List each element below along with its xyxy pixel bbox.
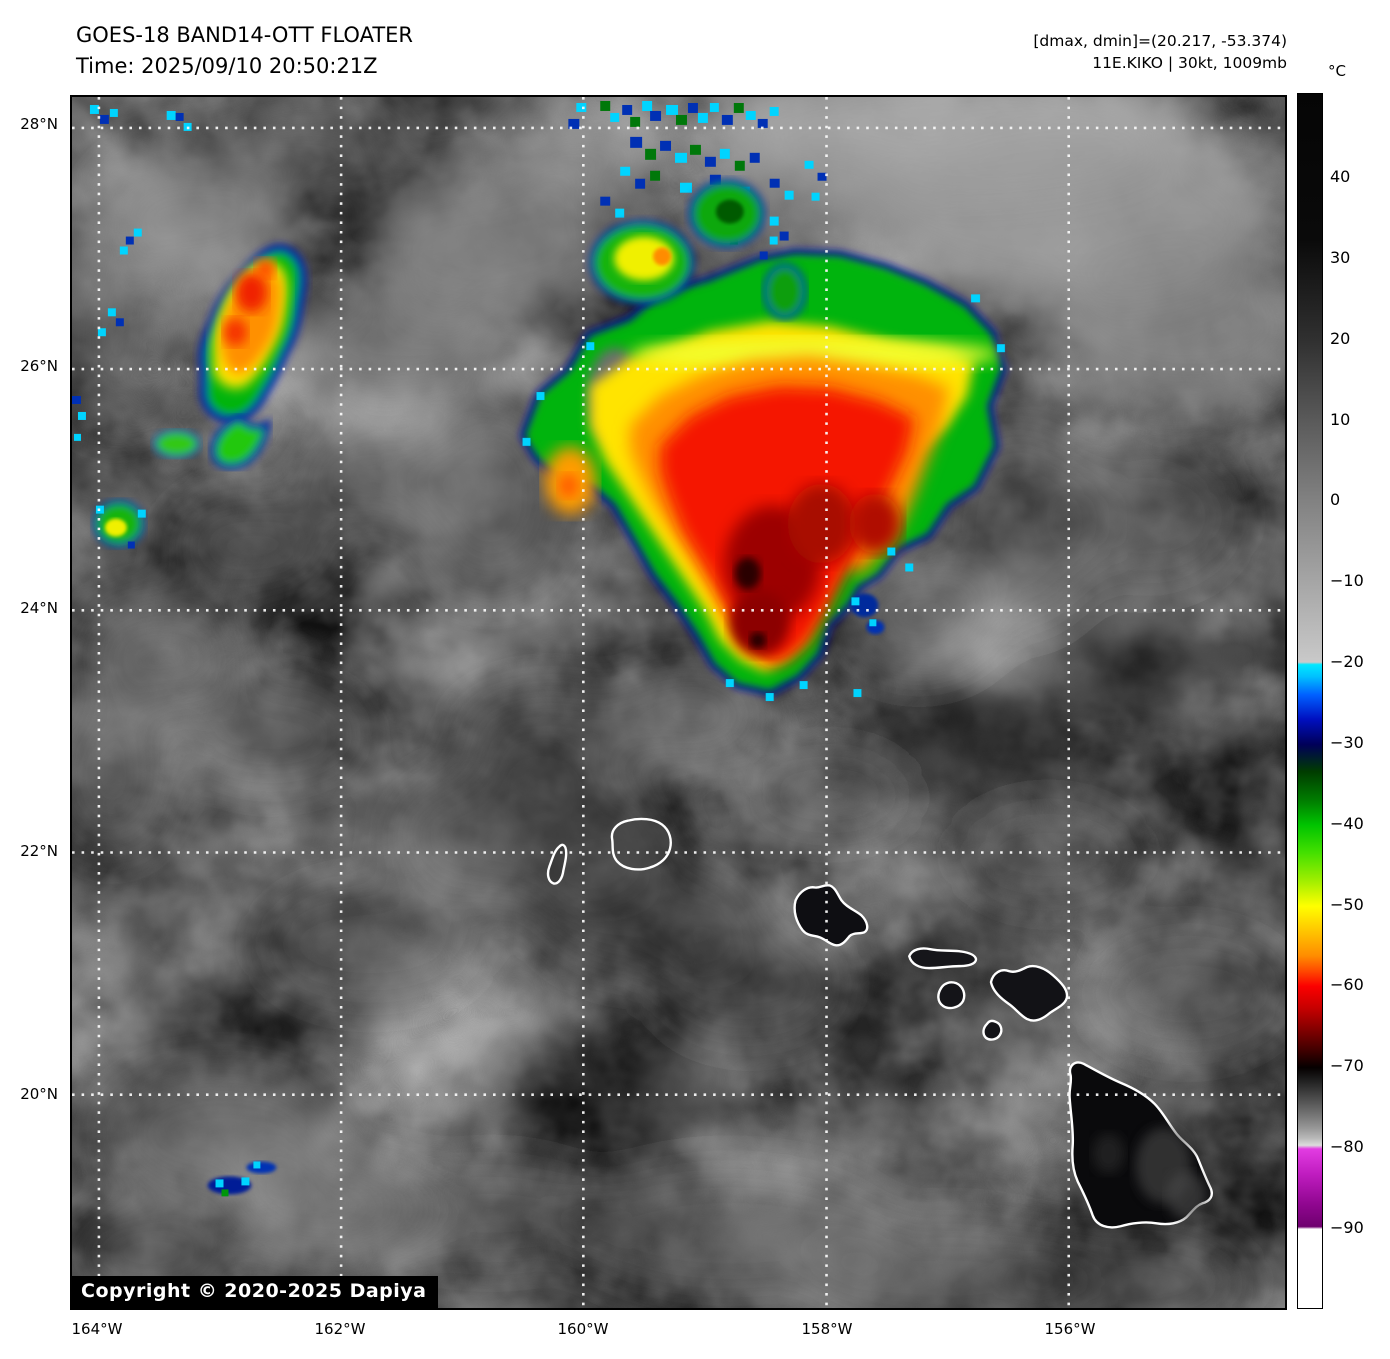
lat-tick-label: 20°N: [20, 1085, 58, 1103]
storm-edge-cyan-specks: [522, 294, 1005, 702]
island-kahoolawe: [982, 1019, 1003, 1041]
lat-tick-label: 22°N: [20, 842, 58, 860]
island-niihau: [546, 843, 568, 885]
copyright-banner: Copyright © 2020-2025 Dapiya: [72, 1276, 439, 1308]
lon-tick-label: 160°W: [557, 1320, 609, 1338]
island-maui: [989, 964, 1069, 1022]
small-cells-southwest: [207, 1161, 277, 1197]
lat-lon-gridlines: [72, 97, 1285, 1308]
satellite-imagery: [72, 97, 1285, 1308]
lat-tick-label: 28°N: [20, 115, 58, 133]
colorbar-tick: 40: [1330, 167, 1351, 186]
colorbar-tick: −50: [1330, 895, 1364, 914]
storm-status: 11E.KIKO | 30kt, 1009mb: [1092, 54, 1287, 72]
lat-tick-label: 26°N: [20, 357, 58, 375]
lon-tick-label: 162°W: [314, 1320, 366, 1338]
dmax-dmin-readout: [dmax, dmin]=(20.217, -53.374): [1033, 32, 1287, 50]
storm-cell-northwest: [72, 104, 307, 470]
colorbar-unit-label: °C: [1328, 62, 1346, 80]
colorbar-tick: −10: [1330, 571, 1364, 590]
colorbar-tick: −70: [1330, 1056, 1364, 1075]
timestamp: Time: 2025/09/10 20:50:21Z: [76, 54, 378, 78]
title-block: GOES-18 BAND14-OTT FLOATER Time: 2025/09…: [76, 20, 413, 82]
colorbar-tick: 10: [1330, 410, 1351, 429]
lat-tick-label: 24°N: [20, 599, 58, 617]
big-island-interior-shading: [1092, 1127, 1207, 1220]
colorbar-tick: 0: [1330, 490, 1341, 509]
convective-cluster-north: [568, 100, 827, 320]
lon-tick-label: 158°W: [801, 1320, 853, 1338]
colorbar-tick: −80: [1330, 1137, 1364, 1156]
small-cell-far-west: [92, 499, 146, 549]
colorbar-tick: −90: [1330, 1218, 1364, 1237]
storm-kiko-cold-cloud-shield: [520, 248, 1007, 702]
island-oahu: [793, 884, 869, 947]
page-title: GOES-18 BAND14-OTT FLOATER: [76, 23, 414, 47]
island-lanai: [937, 981, 966, 1010]
satellite-map-canvas: Copyright © 2020-2025 Dapiya: [70, 95, 1287, 1310]
lon-tick-label: 164°W: [71, 1320, 123, 1338]
storm-yellow-band: [630, 338, 999, 371]
storm-coldest-spot: [734, 557, 761, 590]
nw-cell-navy-specks: [72, 112, 184, 404]
colorbar-tick: −20: [1330, 652, 1364, 671]
colorbar-gradient: [1297, 93, 1323, 1309]
island-molokai: [908, 947, 978, 970]
cloud-masses-layer: [72, 97, 1285, 1308]
lon-tick-label: 156°W: [1044, 1320, 1096, 1338]
info-block: [dmax, dmin]=(20.217, -53.374) 11E.KIKO …: [1033, 30, 1287, 74]
colorbar-tick: 30: [1330, 248, 1351, 267]
colorbar-tick: −40: [1330, 814, 1364, 833]
colorbar-tick: −60: [1330, 975, 1364, 994]
island-kauai: [610, 817, 672, 871]
colorbar-tick: −30: [1330, 733, 1364, 752]
colorbar-tick: 20: [1330, 329, 1351, 348]
